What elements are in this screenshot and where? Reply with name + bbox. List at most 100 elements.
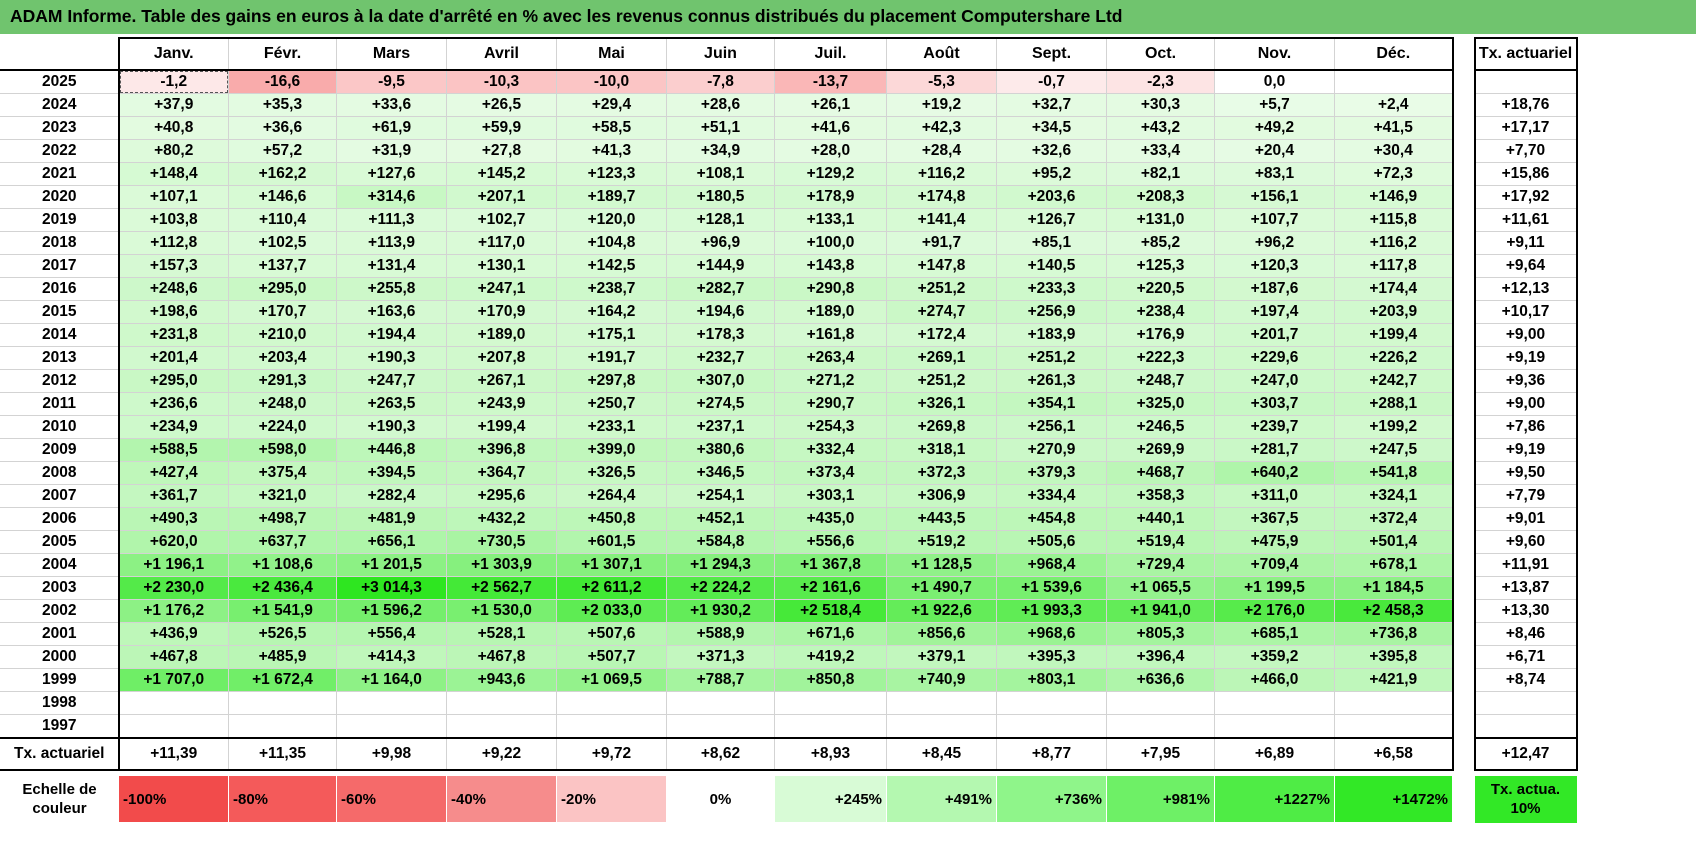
value-cell: +850,8 <box>774 668 887 692</box>
tx-value: +9,01 <box>1473 507 1578 531</box>
value-cell <box>228 691 337 715</box>
value-cell: +1 294,3 <box>666 553 775 577</box>
scale-swatch: +245% <box>774 775 887 823</box>
value-cell: +100,0 <box>774 231 887 255</box>
value-cell: +636,6 <box>1106 668 1215 692</box>
value-cell: +671,6 <box>774 622 887 646</box>
year-label: 2016 <box>0 277 120 301</box>
value-cell: +111,3 <box>336 208 447 232</box>
table-row: 2016 +248,6 +295,0 +255,8 +247,1 +238,7 +282,7… <box>0 277 1578 301</box>
value-cell: +656,1 <box>336 530 447 554</box>
value-cell: +80,2 <box>118 139 229 163</box>
value-cell: +485,9 <box>228 645 337 669</box>
value-cell: +248,7 <box>1106 369 1215 393</box>
value-cell: +91,7 <box>886 231 997 255</box>
value-cell: +231,8 <box>118 323 229 347</box>
value-cell: +269,9 <box>1106 438 1215 462</box>
gap-cell <box>1452 461 1475 485</box>
value-cell: +805,3 <box>1106 622 1215 646</box>
value-cell: +282,4 <box>336 484 447 508</box>
value-cell: +475,9 <box>1214 530 1335 554</box>
value-cell: +467,8 <box>118 645 229 669</box>
tx-value: +8,46 <box>1473 622 1578 646</box>
year-label: 2010 <box>0 415 120 439</box>
value-cell: +263,5 <box>336 392 447 416</box>
value-cell: -7,8 <box>666 69 775 94</box>
tx-header: Tx. actuariel <box>1473 37 1578 71</box>
year-label: 2001 <box>0 622 120 646</box>
value-cell: +346,5 <box>666 461 775 485</box>
table-row: 1998 <box>0 691 1578 715</box>
scale-swatch: -100% <box>118 775 229 823</box>
value-cell: +30,3 <box>1106 93 1215 117</box>
tx-value: +17,92 <box>1473 185 1578 209</box>
value-cell: +72,3 <box>1334 162 1454 186</box>
value-cell: +519,2 <box>886 530 997 554</box>
value-cell: +314,6 <box>336 185 447 209</box>
value-cell: +396,4 <box>1106 645 1215 669</box>
scale-swatch: -80% <box>228 775 337 823</box>
value-cell: +1 539,6 <box>996 576 1107 600</box>
value-cell: +199,2 <box>1334 415 1454 439</box>
value-cell: +28,0 <box>774 139 887 163</box>
value-cell: +172,4 <box>886 323 997 347</box>
value-cell: +129,2 <box>774 162 887 186</box>
value-cell: +290,7 <box>774 392 887 416</box>
value-cell: +379,1 <box>886 645 997 669</box>
table-row: 2003 +2 230,0 +2 436,4 +3 014,3 +2 562,7 +2 6… <box>0 576 1578 600</box>
value-cell: +246,5 <box>1106 415 1215 439</box>
gap-cell <box>1452 392 1475 416</box>
value-cell: +1 201,5 <box>336 553 447 577</box>
value-cell: +125,3 <box>1106 254 1215 278</box>
value-cell <box>886 691 997 715</box>
gap-cell <box>1452 714 1475 738</box>
year-label: 2013 <box>0 346 120 370</box>
tx-value: +6,71 <box>1473 645 1578 669</box>
value-cell: +290,8 <box>774 277 887 301</box>
year-label: 2018 <box>0 231 120 255</box>
value-cell: +1 490,7 <box>886 576 997 600</box>
value-cell: +102,5 <box>228 231 337 255</box>
value-cell: +199,4 <box>446 415 557 439</box>
value-cell: +33,4 <box>1106 139 1215 163</box>
value-cell: +943,6 <box>446 668 557 692</box>
value-cell: +856,6 <box>886 622 997 646</box>
value-cell: +117,8 <box>1334 254 1454 278</box>
table-row: 2018 +112,8 +102,5 +113,9 +117,0 +104,8 +96,9 +… <box>0 231 1578 255</box>
value-cell: +2 224,2 <box>666 576 775 600</box>
value-cell: +1 128,5 <box>886 553 997 577</box>
year-label: 1997 <box>0 714 120 739</box>
table-row: 2000 +467,8 +485,9 +414,3 +467,8 +507,7 +371,3… <box>0 645 1578 669</box>
value-cell: +143,8 <box>774 254 887 278</box>
footer-value: +11,35 <box>228 737 337 771</box>
corner-cell <box>0 37 120 71</box>
value-cell: +443,5 <box>886 507 997 531</box>
value-cell: +170,7 <box>228 300 337 324</box>
value-cell: -16,6 <box>228 69 337 94</box>
table-row: 2012 +295,0 +291,3 +247,7 +267,1 +297,8 +307,0… <box>0 369 1578 393</box>
value-cell: +36,6 <box>228 116 337 140</box>
value-cell: +115,8 <box>1334 208 1454 232</box>
tx-value: +7,70 <box>1473 139 1578 163</box>
scale-swatch: +1227% <box>1214 775 1335 823</box>
value-cell: +42,3 <box>886 116 997 140</box>
tx-value: +15,86 <box>1473 162 1578 186</box>
value-cell: +501,4 <box>1334 530 1454 554</box>
value-cell: +248,6 <box>118 277 229 301</box>
value-cell: +117,0 <box>446 231 557 255</box>
value-cell: +41,3 <box>556 139 667 163</box>
value-cell: +730,5 <box>446 530 557 554</box>
table-row: 2005 +620,0 +637,7 +656,1 +730,5 +601,5 +584,8… <box>0 530 1578 554</box>
value-cell: +178,3 <box>666 323 775 347</box>
value-cell: +598,0 <box>228 438 337 462</box>
value-cell: -10,0 <box>556 69 667 94</box>
footer-value: +8,45 <box>886 737 997 771</box>
value-cell: +207,1 <box>446 185 557 209</box>
value-cell: +788,7 <box>666 668 775 692</box>
value-cell: +2 458,3 <box>1334 599 1454 623</box>
value-cell: +208,3 <box>1106 185 1215 209</box>
table-row: 2013 +201,4 +203,4 +190,3 +207,8 +191,7 +232,7… <box>0 346 1578 370</box>
value-cell: +148,4 <box>118 162 229 186</box>
tx-value: +9,60 <box>1473 530 1578 554</box>
value-cell: +123,3 <box>556 162 667 186</box>
